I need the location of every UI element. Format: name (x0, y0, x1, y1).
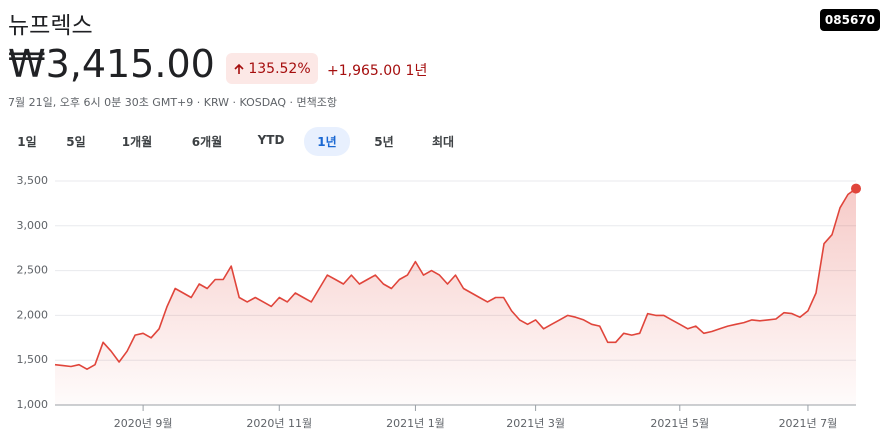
range-tab[interactable]: 1일 (17, 135, 37, 149)
area (55, 188, 856, 405)
y-tick-label: 3,000 (17, 219, 49, 232)
range-tab[interactable]: 1개월 (121, 135, 153, 149)
up-arrow (234, 63, 244, 74)
range-tab[interactable]: 6개월 (191, 135, 223, 149)
x-tick-label: 2020년 11월 (246, 417, 312, 430)
change-percent: 135.52% (248, 60, 311, 77)
y-tick-label: 1,000 (17, 398, 49, 411)
last-point (851, 183, 861, 194)
y-tick-label: 2,000 (17, 308, 49, 321)
quote-info: 7월 21일, 오후 6시 0분 30초 GMT+9 · KRW · KOSDA… (8, 96, 338, 109)
range-tab[interactable]: YTD (257, 133, 285, 147)
price: ₩3,415.00 (8, 42, 215, 86)
range-tabs: 1일 5일 1개월 6개월 YTD 1년 5년 최대 (8, 127, 476, 156)
y-tick-label: 1,500 (17, 353, 49, 366)
stock-name: 뉴프렉스 (8, 13, 93, 39)
range-tab[interactable]: 1년 (304, 127, 350, 156)
x-tick-label: 2021년 1월 (386, 417, 445, 430)
change-period: 1년 (405, 63, 428, 79)
change-absolute: +1,965.00 1년 (327, 60, 427, 80)
range-tab[interactable]: 최대 (431, 135, 455, 149)
y-tick-label: 2,500 (17, 264, 49, 277)
ticker-badge: 085670 (819, 9, 880, 31)
x-tick-label: 2020년 9월 (114, 417, 173, 430)
price-line (54, 187, 857, 370)
change-pill: 135.52% (226, 53, 318, 84)
change-amount: +1,965.00 (327, 63, 402, 79)
x-tick-label: 2021년 7월 (779, 417, 838, 430)
range-tab[interactable]: 5일 (66, 135, 86, 149)
x-tick-label: 2021년 5월 (650, 417, 709, 430)
range-tab[interactable]: 5년 (374, 135, 394, 149)
y-tick-label: 3,500 (17, 174, 49, 187)
x-tick-label: 2021년 3월 (506, 417, 565, 430)
